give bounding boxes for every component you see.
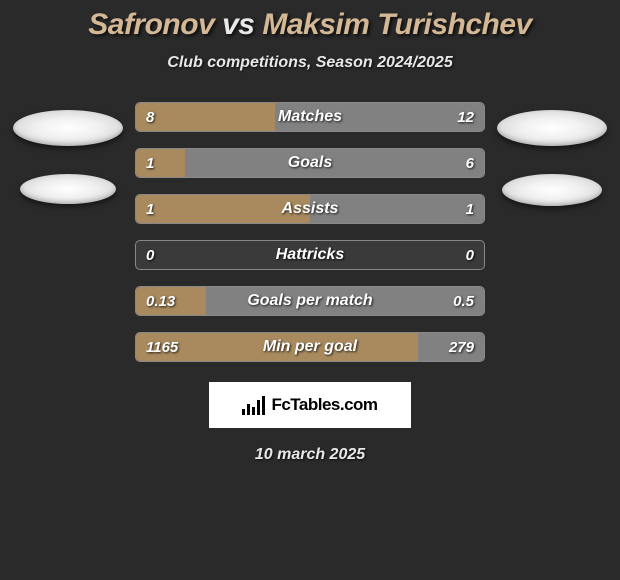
right-badges (497, 102, 607, 206)
stat-row: 812Matches (135, 102, 485, 132)
date-text: 10 march 2025 (0, 446, 620, 464)
stat-row: 1165279Min per goal (135, 332, 485, 362)
club-badge-placeholder (13, 110, 123, 146)
player2-name: Maksim Turishchev (262, 8, 531, 41)
stat-label: Min per goal (136, 333, 484, 361)
country-badge-placeholder (20, 174, 116, 204)
stat-row: 0.130.5Goals per match (135, 286, 485, 316)
brand-text: FcTables.com (271, 395, 377, 415)
main-row: 812Matches 16Goals 11Assists 00Hattricks 0.1… (0, 102, 620, 362)
player1-name: Safronov (88, 8, 214, 41)
logo-icon (242, 395, 265, 415)
title: Safronov vs Maksim Turishchev (0, 8, 620, 42)
stat-label: Goals (136, 149, 484, 177)
stat-label: Assists (136, 195, 484, 223)
stat-row: 16Goals (135, 148, 485, 178)
comparison-card: Safronov vs Maksim Turishchev Club compe… (0, 0, 620, 580)
stat-row: 11Assists (135, 194, 485, 224)
stat-row: 00Hattricks (135, 240, 485, 270)
subtitle: Club competitions, Season 2024/2025 (0, 54, 620, 72)
country-badge-placeholder (502, 174, 602, 206)
branding-badge: FcTables.com (209, 382, 411, 428)
stat-label: Goals per match (136, 287, 484, 315)
stat-label: Hattricks (136, 241, 484, 269)
left-badges (13, 102, 123, 204)
vs-text: vs (222, 8, 254, 41)
club-badge-placeholder (497, 110, 607, 146)
stat-label: Matches (136, 103, 484, 131)
stats-column: 812Matches 16Goals 11Assists 00Hattricks 0.1… (135, 102, 485, 362)
